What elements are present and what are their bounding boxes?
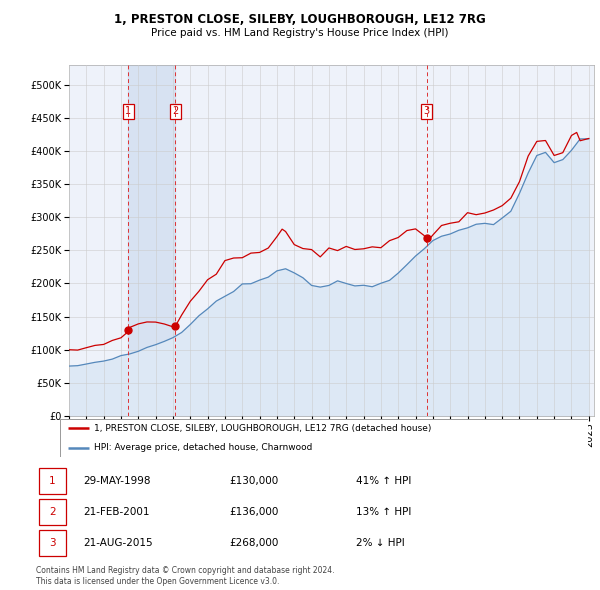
FancyBboxPatch shape (60, 419, 588, 457)
Text: Contains HM Land Registry data © Crown copyright and database right 2024.: Contains HM Land Registry data © Crown c… (36, 566, 335, 575)
Text: £136,000: £136,000 (229, 507, 278, 517)
Text: 1: 1 (125, 106, 131, 116)
Text: 2% ↓ HPI: 2% ↓ HPI (356, 538, 405, 548)
Text: 1, PRESTON CLOSE, SILEBY, LOUGHBOROUGH, LE12 7RG (detached house): 1, PRESTON CLOSE, SILEBY, LOUGHBOROUGH, … (94, 424, 431, 433)
Text: 1: 1 (49, 476, 56, 486)
FancyBboxPatch shape (39, 499, 67, 525)
FancyBboxPatch shape (39, 468, 67, 494)
Text: £268,000: £268,000 (229, 538, 278, 548)
Text: 3: 3 (424, 106, 430, 116)
Text: 1, PRESTON CLOSE, SILEBY, LOUGHBOROUGH, LE12 7RG: 1, PRESTON CLOSE, SILEBY, LOUGHBOROUGH, … (114, 13, 486, 26)
Text: 29-MAY-1998: 29-MAY-1998 (83, 476, 151, 486)
Text: 3: 3 (49, 538, 56, 548)
Text: 21-FEB-2001: 21-FEB-2001 (83, 507, 149, 517)
Text: This data is licensed under the Open Government Licence v3.0.: This data is licensed under the Open Gov… (36, 577, 280, 586)
Text: 21-AUG-2015: 21-AUG-2015 (83, 538, 152, 548)
Text: 13% ↑ HPI: 13% ↑ HPI (356, 507, 412, 517)
Text: 2: 2 (49, 507, 56, 517)
Text: £130,000: £130,000 (229, 476, 278, 486)
Text: 41% ↑ HPI: 41% ↑ HPI (356, 476, 412, 486)
Text: 2: 2 (172, 106, 179, 116)
Text: HPI: Average price, detached house, Charnwood: HPI: Average price, detached house, Char… (94, 443, 313, 452)
Text: Price paid vs. HM Land Registry's House Price Index (HPI): Price paid vs. HM Land Registry's House … (151, 28, 449, 38)
Bar (128, 65, 175, 416)
FancyBboxPatch shape (39, 530, 67, 556)
